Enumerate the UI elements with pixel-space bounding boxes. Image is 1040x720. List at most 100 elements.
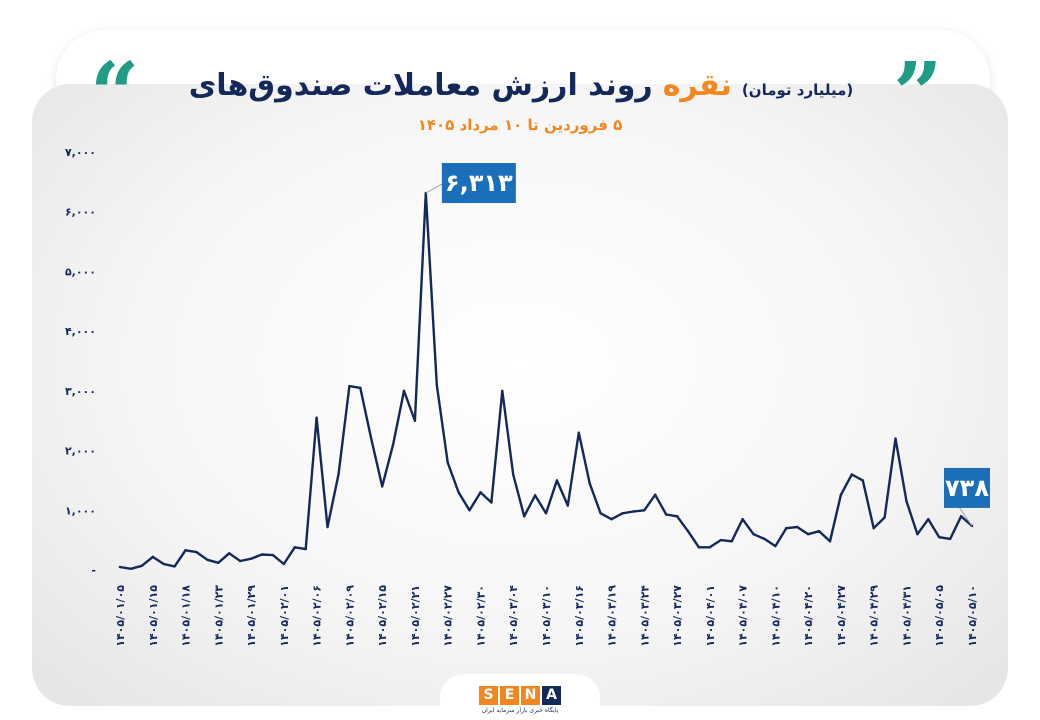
x-tick-label: ۱۴۰۵/۰۳/۲۴ (638, 585, 651, 647)
data-point (522, 515, 526, 518)
data-point (173, 565, 176, 568)
title-unit-text: (میلیارد تومان) (741, 81, 854, 99)
data-point (916, 532, 919, 536)
data-point (675, 515, 679, 518)
callout-label: ۷۳۸ (945, 474, 989, 502)
data-point (337, 473, 340, 476)
data-point (883, 516, 886, 519)
data-point (763, 537, 766, 541)
data-point (490, 501, 493, 504)
data-point (380, 485, 384, 488)
data-point (839, 493, 843, 496)
data-point (402, 389, 406, 393)
y-tick-label: - (91, 564, 96, 577)
x-tick-label: ۱۴۰۵/۰۴/۰۱ (704, 585, 717, 647)
x-tick-label: ۱۴۰۵/۰۵/۰۵ (933, 585, 946, 647)
data-point (577, 431, 580, 434)
y-tick-label: ۲,۰۰۰ (65, 445, 96, 458)
logo-letter: A (542, 686, 561, 705)
data-point (708, 546, 712, 549)
data-point (599, 512, 602, 515)
data-point (872, 527, 875, 530)
data-point (348, 384, 351, 388)
data-point (359, 386, 362, 390)
data-point (512, 473, 515, 476)
data-point (435, 383, 438, 387)
data-point (468, 509, 471, 512)
x-tick-label: ۱۴۰۵/۰۴/۲۰ (802, 585, 815, 647)
y-tick-label: ۴,۰۰۰ (65, 325, 96, 338)
data-point (697, 546, 701, 549)
data-point (271, 553, 275, 557)
data-point (118, 565, 122, 569)
data-point (479, 491, 482, 494)
x-tick-label: ۱۴۰۵/۰۲/۱۵ (376, 585, 389, 647)
quote-open-icon: “ (90, 44, 140, 145)
logo-letter: E (500, 686, 519, 705)
data-point (195, 550, 198, 554)
y-tick-label: ۷,۰۰۰ (65, 146, 96, 159)
data-point (796, 525, 799, 529)
data-point (959, 515, 963, 518)
x-tick-label: ۱۴۰۵/۰۲/۳۰ (474, 585, 487, 647)
y-tick-label: ۳,۰۰۰ (65, 385, 96, 398)
x-tick-label: ۱۴۰۵/۰۱/۱۸ (180, 585, 193, 647)
x-tick-label: ۱۴۰۵/۰۴/۲۹ (868, 585, 881, 647)
y-tick-label: ۱,۰۰۰ (65, 504, 96, 517)
data-point (894, 437, 897, 440)
x-tick-label: ۱۴۰۵/۰۴/۲۷ (835, 585, 848, 647)
logo-tagline: پایگاه خبری بازار سرمایه ایران (481, 707, 559, 714)
logo-letter: S (479, 686, 498, 705)
data-point (413, 419, 417, 422)
data-point (905, 500, 908, 503)
data-point (217, 561, 220, 565)
data-point (730, 540, 733, 543)
data-point (304, 547, 307, 551)
title-main-text: روند ارزش معاملات صندوق‌های (188, 68, 653, 103)
x-tick-label: ۱۴۰۵/۰۱/۲۹ (245, 585, 258, 647)
data-point (544, 512, 548, 515)
x-tick-label: ۱۴۰۵/۰۲/۰۱ (278, 585, 291, 647)
data-point (533, 494, 537, 497)
data-point (446, 461, 449, 464)
data-point (151, 555, 154, 559)
data-point (817, 529, 821, 533)
data-point (850, 473, 854, 476)
data-point (249, 557, 253, 560)
data-point (129, 567, 133, 571)
data-point (293, 546, 296, 549)
x-tick-label: ۱۴۰۵/۰۳/۱۰ (540, 585, 553, 647)
data-point (260, 553, 264, 556)
data-point (643, 509, 646, 512)
x-tick-label: ۱۴۰۵/۰۳/۰۴ (507, 585, 520, 647)
data-point (621, 512, 624, 515)
data-point (741, 518, 744, 521)
data-point (162, 562, 165, 566)
data-point (457, 491, 460, 494)
x-tick-label: ۱۴۰۵/۰۱/۰۵ (114, 585, 127, 647)
x-tick-label: ۱۴۰۵/۰۲/۲۷ (442, 585, 455, 647)
chart-subtitle: ۵ فروردین تا ۱۰ مرداد ۱۴۰۵ (417, 116, 623, 134)
chart-title: روند ارزش معاملات صندوق‌های نقره (میلیار… (156, 68, 886, 118)
y-tick-label: ۶,۰۰۰ (65, 206, 96, 219)
data-point (664, 513, 668, 516)
data-point (686, 529, 690, 533)
data-point (206, 558, 209, 562)
x-tick-label: ۱۴۰۵/۰۴/۱۰ (769, 585, 782, 647)
data-point (806, 532, 810, 536)
x-tick-label: ۱۴۰۵/۰۳/۱۶ (573, 585, 586, 647)
x-tick-label: ۱۴۰۵/۰۴/۰۷ (737, 585, 750, 647)
data-point (315, 416, 318, 419)
data-point (370, 437, 373, 440)
data-point (828, 540, 832, 543)
data-point (184, 549, 187, 552)
x-tick-label: ۱۴۰۵/۰۲/۲۱ (409, 585, 422, 647)
data-point (282, 562, 286, 566)
data-point (948, 537, 952, 541)
data-point (501, 389, 504, 393)
sena-logo: S E N A پایگاه خبری بازار سرمایه ایران (440, 674, 600, 720)
x-tick-label: ۱۴۰۵/۰۱/۱۵ (147, 585, 160, 647)
callout-box (441, 163, 516, 204)
logo-letters: S E N A (479, 686, 561, 705)
x-tick-label: ۱۴۰۵/۰۲/۰۶ (311, 585, 324, 647)
